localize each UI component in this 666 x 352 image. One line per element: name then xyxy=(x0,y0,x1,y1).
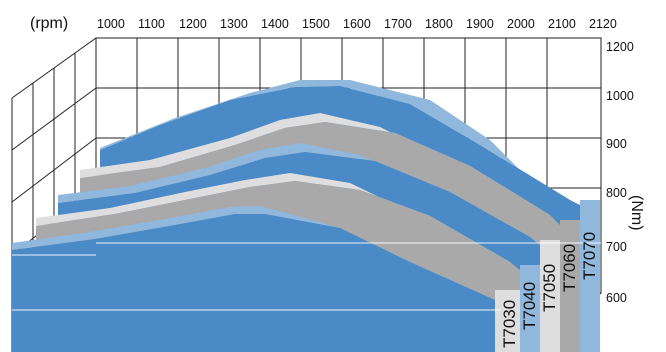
model-strip xyxy=(495,290,520,352)
y-tick-label: 1000 xyxy=(606,89,634,103)
x-tick-label: 1900 xyxy=(466,17,494,31)
x-axis-unit: (rpm) xyxy=(30,15,68,32)
torque-surfaces xyxy=(12,80,601,352)
y-tick-label: 900 xyxy=(606,137,627,151)
model-label: T7040 xyxy=(520,282,539,330)
x-tick-label: 1400 xyxy=(261,17,289,31)
surface-gridlines xyxy=(12,242,601,311)
model-strip xyxy=(580,200,600,352)
x-tick-label: 2000 xyxy=(507,17,535,31)
surface-top xyxy=(12,206,495,300)
x-tick-labels: 1000 1100 1200 1300 1400 1500 1600 1700 … xyxy=(97,17,617,31)
surface-front xyxy=(12,214,500,352)
model-label: T7060 xyxy=(560,244,579,292)
x-tick-label: 1500 xyxy=(302,17,330,31)
model-label: T7050 xyxy=(540,264,559,312)
model-strip xyxy=(560,220,580,352)
y-tick-label: 700 xyxy=(606,240,627,254)
x-tick-label: 1000 xyxy=(97,17,125,31)
x-tick-label: 2120 xyxy=(589,17,617,31)
model-label: T7070 xyxy=(580,232,599,280)
x-tick-label: 1100 xyxy=(138,17,165,31)
x-tick-label: 1700 xyxy=(384,17,412,31)
y-axis-unit: (Nm) xyxy=(628,195,645,231)
y-tick-label: 1200 xyxy=(606,40,634,54)
model-label: T7030 xyxy=(500,300,519,348)
y-tick-label: 800 xyxy=(606,186,627,200)
x-tick-label: 1300 xyxy=(220,17,248,31)
x-tick-label: 1200 xyxy=(179,17,207,31)
surface-top xyxy=(100,80,570,200)
x-tick-label: 2100 xyxy=(548,17,576,31)
x-tick-label: 1800 xyxy=(425,17,453,31)
y-tick-labels: 1200 1000 900 800 700 600 xyxy=(606,40,634,305)
model-strip xyxy=(520,265,540,352)
x-tick-label: 1600 xyxy=(343,17,371,31)
y-tick-label: 600 xyxy=(606,291,627,305)
model-labels: T7030 T7040 T7050 T7060 T7070 xyxy=(500,232,599,348)
model-strip xyxy=(540,240,560,352)
